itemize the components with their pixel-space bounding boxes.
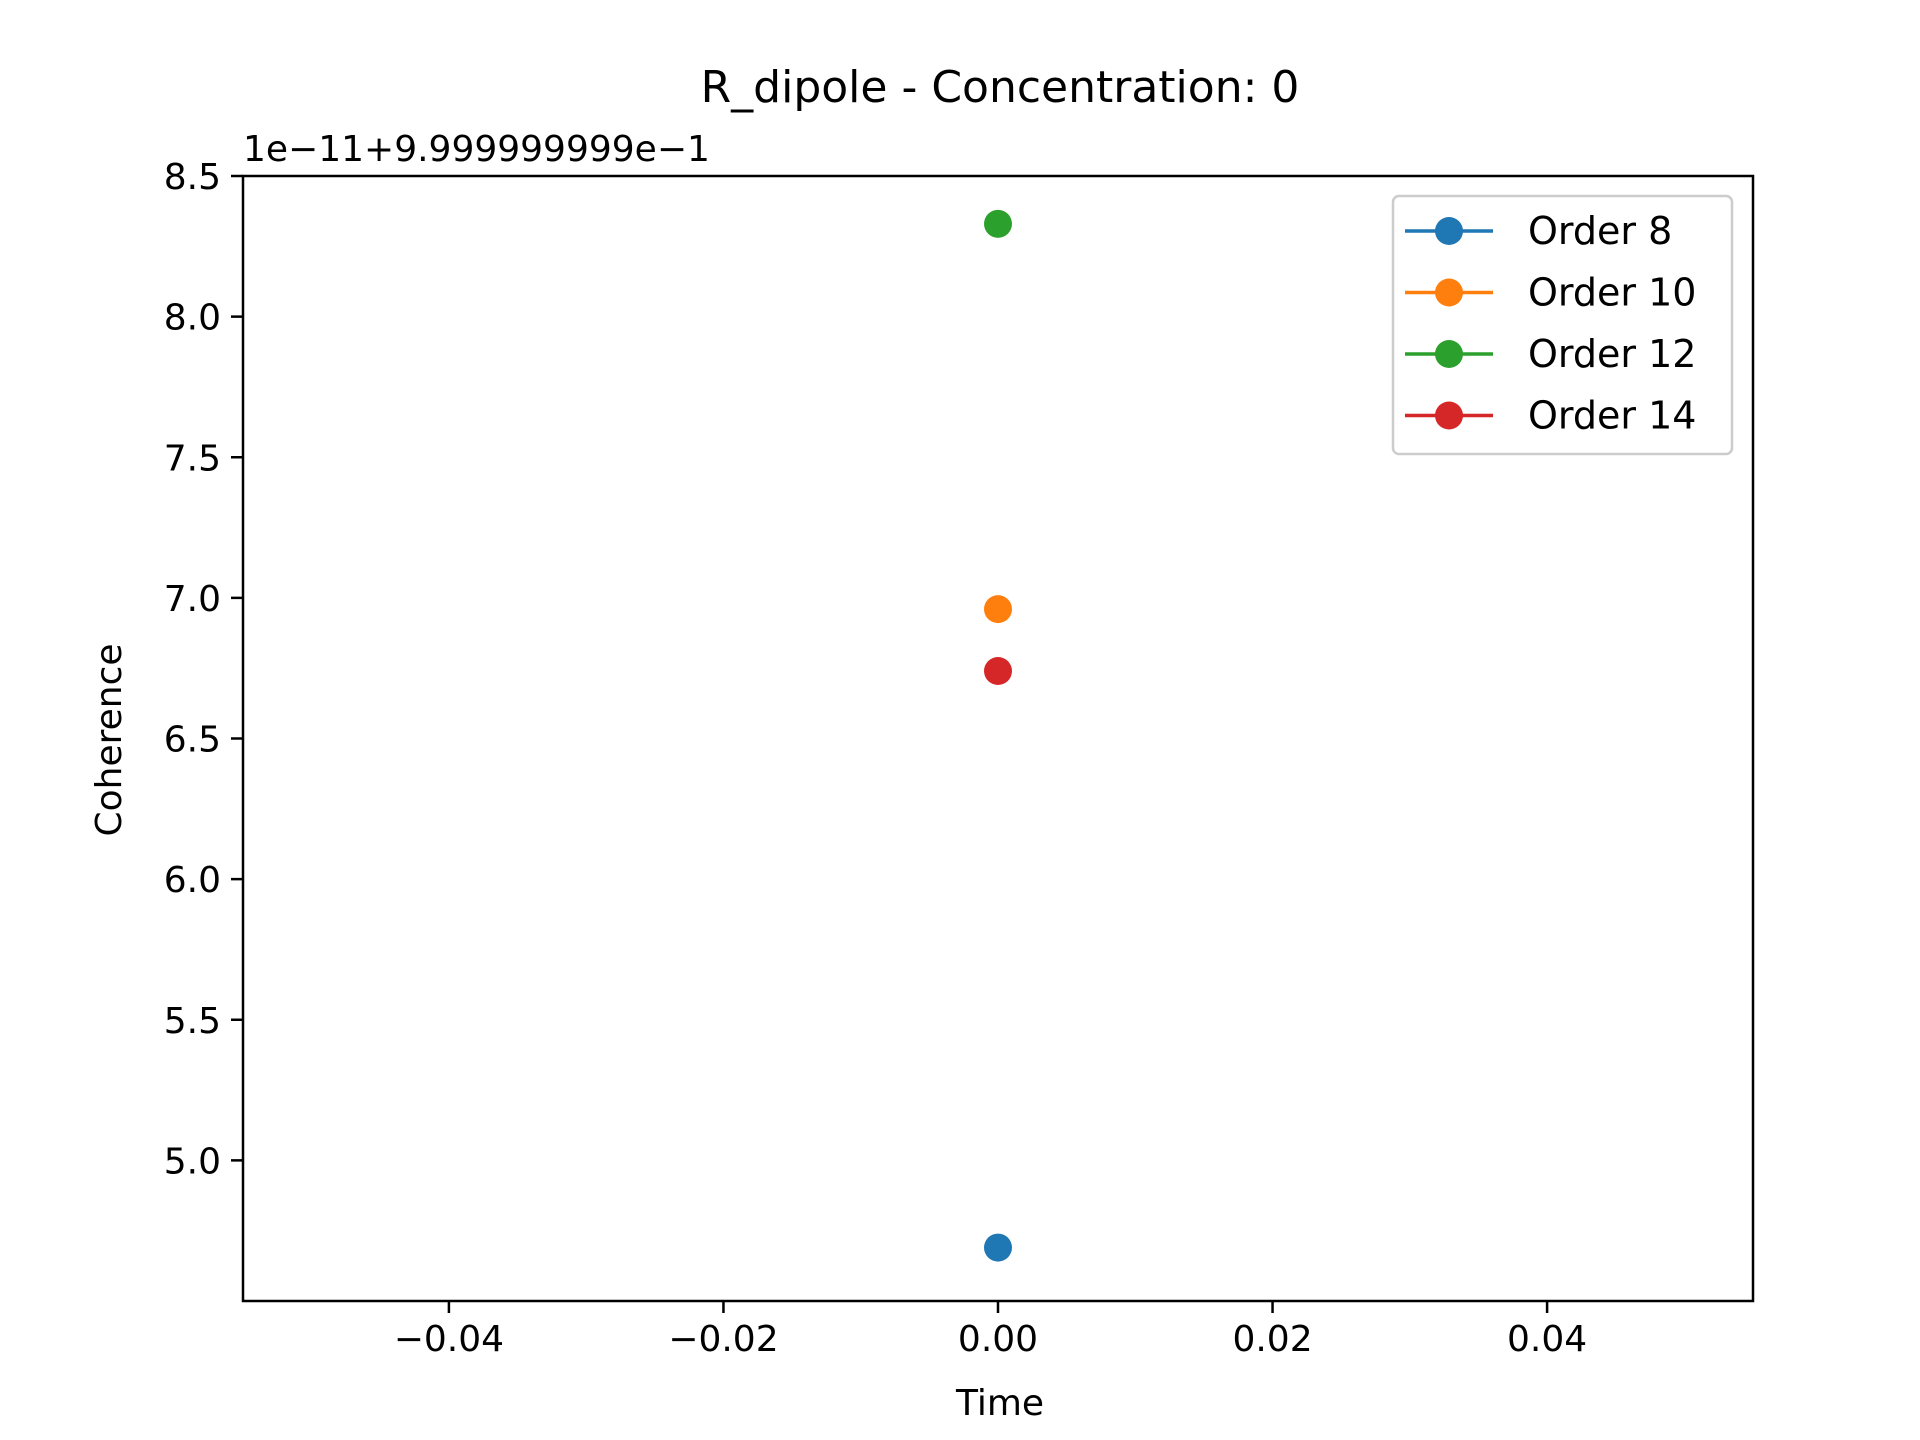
y-tick-label: 7.0 <box>164 579 221 620</box>
chart-title: R_dipole - Concentration: 0 <box>701 62 1300 113</box>
legend-marker <box>1435 278 1463 307</box>
x-axis-label: Time <box>955 1383 1044 1424</box>
y-ticks: 5.0 5.5 6.0 6.5 7.0 7.5 8.0 8.5 <box>164 157 243 1182</box>
legend: Order 8 Order 10 Order 12 Order 14 <box>1391 194 1734 456</box>
legend-marker <box>1435 217 1463 245</box>
legend-marker <box>1435 340 1463 368</box>
y-tick-label: 6.0 <box>164 860 221 901</box>
legend-label: Order 10 <box>1528 271 1696 315</box>
legend-label: Order 12 <box>1528 332 1696 376</box>
data-point-order-10 <box>984 595 1012 624</box>
x-tick-label: −0.02 <box>668 1319 778 1360</box>
y-axis-label: Coherence <box>89 643 130 836</box>
y-tick-label: 8.5 <box>164 157 221 198</box>
legend-label: Order 14 <box>1528 394 1696 438</box>
x-tick-label: 0.02 <box>1232 1319 1312 1360</box>
legend-box <box>1391 194 1734 456</box>
plot-area-frame <box>241 174 1755 1303</box>
y-tick-label: 5.0 <box>164 1141 221 1182</box>
y-tick-label: 7.5 <box>164 438 221 479</box>
x-ticks: −0.04 −0.02 0.00 0.02 0.04 <box>394 1301 1587 1360</box>
legend-label: Order 8 <box>1528 209 1672 253</box>
y-tick-label: 6.5 <box>164 720 221 761</box>
y-tick-label: 8.0 <box>164 298 221 339</box>
data-point-order-8 <box>984 1233 1012 1262</box>
y-tick-label: 5.5 <box>164 1001 221 1042</box>
y-offset-label: 1e−11+9.999999999e−1 <box>243 129 710 170</box>
x-tick-label: 0.04 <box>1507 1319 1587 1360</box>
data-point-order-14 <box>984 657 1012 685</box>
data-point-order-12 <box>984 209 1012 238</box>
data-points <box>984 209 1012 1262</box>
x-tick-label: −0.04 <box>394 1319 504 1360</box>
x-tick-label: 0.00 <box>958 1319 1038 1360</box>
legend-marker <box>1435 401 1463 430</box>
